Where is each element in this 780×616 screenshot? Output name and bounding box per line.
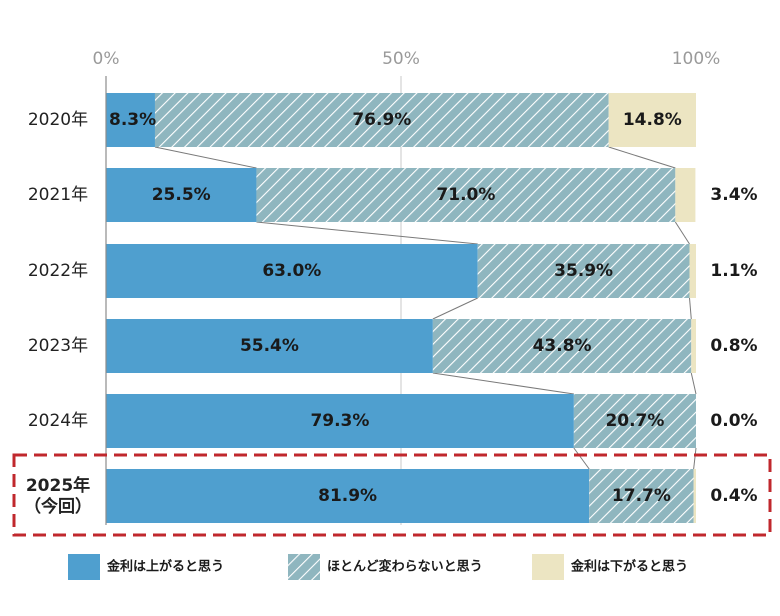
axes: 0% 50% 100% 2020年 2021年 2022年 2023年 2024年 2025年（… xyxy=(12,49,772,537)
category-label: 2021年 xyxy=(28,185,88,205)
data-label: 0.4% xyxy=(710,486,757,506)
connector-line xyxy=(256,221,478,245)
data-label: 76.9% xyxy=(352,110,411,130)
data-label: 8.3% xyxy=(109,110,156,130)
category-label: 2025年 xyxy=(26,475,90,496)
bar-segment xyxy=(689,244,696,298)
category-label: 2020年 xyxy=(28,110,88,130)
connector-line xyxy=(690,372,697,395)
bar-segment xyxy=(256,168,676,222)
legend-swatch xyxy=(532,554,564,580)
data-label: 43.8% xyxy=(533,336,592,356)
bar-segment xyxy=(608,93,696,147)
connector-line xyxy=(154,146,257,169)
connector-line xyxy=(432,297,478,320)
connector-line xyxy=(689,297,692,320)
bar-segment xyxy=(693,469,696,523)
legend: 金利は上がると思う ほとんど変わらないと思う 金利は下がると思う xyxy=(68,554,688,580)
data-label: 0.0% xyxy=(710,411,757,431)
category-label: 2024年 xyxy=(28,411,88,431)
x-tick-label: 50% xyxy=(382,49,420,69)
data-label: 25.5% xyxy=(152,185,211,205)
bar-segment xyxy=(106,319,433,373)
data-label: 71.0% xyxy=(436,185,495,205)
bar-segment xyxy=(106,244,478,298)
data-label: 35.9% xyxy=(554,261,613,281)
highlight-box xyxy=(12,453,772,537)
data-label: 79.3% xyxy=(310,411,369,431)
data-label: 14.8% xyxy=(623,110,682,130)
connector-line xyxy=(674,221,690,245)
data-label: 55.4% xyxy=(240,336,299,356)
bar-segment xyxy=(106,469,590,523)
bars xyxy=(106,93,696,523)
legend-swatch xyxy=(68,554,100,580)
bar-segment xyxy=(106,168,257,222)
data-labels: 8.3% 76.9% 14.8% 25.5% 71.0% 3.4% 63.0% 35.9% 1.… xyxy=(109,110,758,506)
category-note: （今回） xyxy=(24,496,92,517)
bar-segment xyxy=(154,93,609,147)
data-label: 17.7% xyxy=(612,486,671,506)
bar-segment xyxy=(432,319,692,373)
data-label: 20.7% xyxy=(605,411,664,431)
bar-segment xyxy=(691,319,696,373)
legend-label: 金利は上がると思う xyxy=(106,559,224,575)
bar-segment xyxy=(477,244,690,298)
legend-label: ほとんど変わらないと思う xyxy=(327,559,483,575)
legend-swatch xyxy=(288,554,320,580)
connector-line xyxy=(432,372,574,395)
data-label: 81.9% xyxy=(318,486,377,506)
connector-lines xyxy=(154,146,697,470)
connector-line xyxy=(573,447,590,470)
data-label: 1.1% xyxy=(710,261,757,281)
category-label: 2023年 xyxy=(28,336,88,356)
data-label: 0.8% xyxy=(710,336,757,356)
bar-segment xyxy=(675,168,696,222)
data-label: 63.0% xyxy=(262,261,321,281)
connector-line xyxy=(608,146,676,169)
bar-segment xyxy=(573,394,696,448)
legend-label: 金利は下がると思う xyxy=(570,559,688,575)
bar-segment xyxy=(106,394,574,448)
category-label: 2022年 xyxy=(28,261,88,281)
connector-line xyxy=(693,447,697,470)
x-tick-label: 0% xyxy=(93,49,120,69)
bar-segment xyxy=(106,93,155,147)
bar-segment xyxy=(589,469,694,523)
data-label: 3.4% xyxy=(710,185,757,205)
x-tick-label: 100% xyxy=(672,49,721,69)
